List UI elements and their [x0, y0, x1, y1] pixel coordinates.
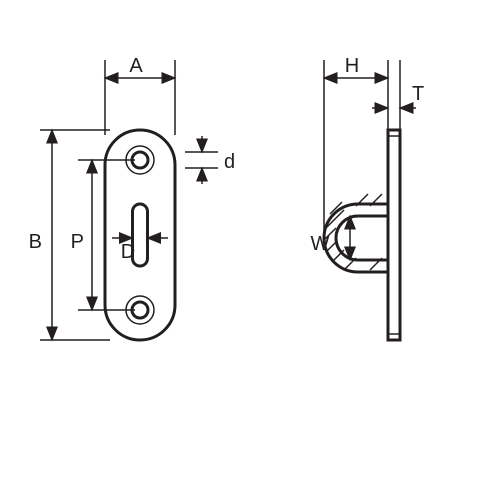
dim-d: d [185, 136, 235, 184]
label-D: D [121, 241, 135, 263]
front-view [105, 130, 175, 340]
dim-A: A [105, 55, 175, 135]
label-A: A [129, 55, 143, 77]
plate-edge [388, 130, 400, 340]
side-view [324, 130, 400, 340]
label-T: T [412, 83, 424, 105]
dim-D: D [112, 238, 168, 263]
label-H: H [345, 55, 359, 77]
loop-inner [336, 216, 388, 260]
label-d: d [224, 151, 235, 173]
dim-T: T [372, 60, 424, 130]
dim-P: P [71, 160, 135, 310]
label-W: W [311, 233, 330, 255]
label-P: P [71, 231, 84, 253]
label-B: B [29, 231, 42, 253]
plate-outline [105, 130, 175, 340]
dim-B: B [29, 130, 110, 340]
